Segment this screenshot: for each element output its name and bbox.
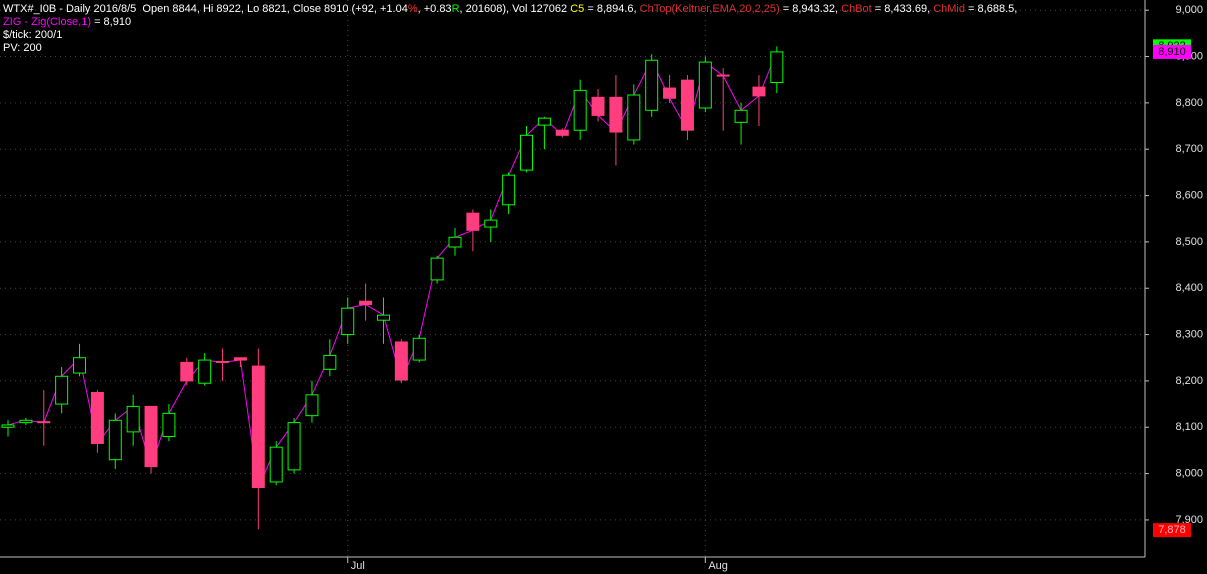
candle-body — [269, 446, 283, 483]
candle-body — [251, 365, 265, 488]
header-text: % — [407, 3, 418, 15]
candle-body — [430, 257, 444, 281]
candle-body — [108, 419, 122, 461]
y-tick-label: 8,400 — [1175, 282, 1203, 294]
candle-body — [37, 421, 51, 424]
price-tag-label: 7,878 — [1158, 524, 1186, 536]
header-text: WTX#_I0B - Daily 2016/8/5 Open 8844, Hi … — [3, 3, 408, 15]
y-tick-label: 8,600 — [1175, 189, 1203, 201]
x-tick-label: Aug — [708, 560, 728, 572]
candle-body — [752, 86, 766, 97]
y-tick-label: 8,200 — [1175, 375, 1203, 387]
header-text: ChMid — [933, 3, 965, 15]
header-text: ChTop(Keltner,EMA,20,2,25) — [639, 3, 780, 15]
candle-body — [448, 236, 462, 248]
candle-body — [573, 89, 587, 131]
header-line: ZIG - Zig(Close,1) = 8,910 — [3, 16, 1017, 29]
candle-body — [734, 109, 748, 123]
candle-body — [90, 391, 104, 444]
y-tick-label: 9,000 — [1175, 4, 1203, 16]
header-text: PV: 200 — [3, 42, 42, 54]
candle-body — [555, 129, 569, 136]
candle-body — [1, 424, 15, 428]
header-text: = 8,433.69, — [871, 3, 934, 15]
header-text: $/tick: 200/1 — [3, 29, 63, 41]
y-tick-label: 8,500 — [1175, 236, 1203, 248]
candle-body — [305, 394, 319, 417]
y-tick-label: 7,900 — [1175, 514, 1203, 526]
header-line: PV: 200 — [3, 42, 1017, 55]
candle-body — [627, 94, 641, 141]
price-tag-label: 8,910 — [1158, 46, 1186, 58]
candle-body — [502, 174, 516, 206]
candle-body — [376, 314, 390, 321]
header-text: = 8,894.6, — [584, 3, 640, 15]
candle-body — [394, 341, 408, 381]
candle-body — [180, 361, 194, 382]
candle-body — [19, 419, 33, 424]
header-text: C5 — [570, 3, 585, 15]
candle-body — [359, 300, 373, 305]
header-text: R — [451, 3, 460, 15]
candle-body — [520, 134, 534, 171]
y-tick-label: 8,300 — [1175, 328, 1203, 340]
candle-body — [770, 51, 784, 83]
candle-body — [55, 375, 69, 405]
candle-body — [591, 96, 605, 116]
price-tag — [1153, 44, 1191, 59]
header-text: , 201608), Vol 127062 — [459, 3, 571, 15]
header-line: WTX#_I0B - Daily 2016/8/5 Open 8844, Hi … — [3, 3, 1017, 16]
candle-body — [716, 74, 730, 77]
candle-body — [698, 61, 712, 109]
header-text: ZIG - Zig(Close,1) — [3, 16, 92, 28]
price-tag — [1153, 523, 1191, 538]
candle-body — [144, 405, 158, 468]
candle-body — [73, 357, 87, 374]
candle-body — [412, 337, 426, 361]
candle-body — [323, 354, 337, 370]
header-line: $/tick: 200/1 — [3, 29, 1017, 42]
header-text: ChBot — [841, 3, 872, 15]
y-tick-label: 8,100 — [1175, 421, 1203, 433]
candle-body — [484, 219, 498, 228]
candle-body — [645, 59, 659, 111]
candle-body — [287, 422, 301, 471]
candle-body — [680, 79, 694, 131]
candle-body — [341, 307, 355, 336]
candle-body — [466, 212, 480, 231]
candle-body — [609, 96, 623, 133]
candle-body — [216, 360, 230, 363]
candle-body — [162, 412, 176, 438]
y-tick-label: 8,000 — [1175, 467, 1203, 479]
x-tick-label: Jul — [351, 560, 365, 572]
y-tick-label: 8,700 — [1175, 143, 1203, 155]
candle-body — [198, 359, 212, 384]
candle-body — [537, 117, 551, 126]
header: WTX#_I0B - Daily 2016/8/5 Open 8844, Hi … — [3, 3, 1017, 55]
header-text: = 8,943.32, — [779, 3, 842, 15]
header-text: = 8,688.5, — [965, 3, 1018, 15]
header-text: , +0.83 — [417, 3, 452, 15]
candle-body — [233, 357, 247, 361]
candle-body — [126, 405, 140, 433]
close-line — [7, 51, 778, 490]
header-text: = 8,910 — [91, 16, 132, 28]
y-tick-label: 8,800 — [1175, 97, 1203, 109]
candle-body — [663, 87, 677, 99]
